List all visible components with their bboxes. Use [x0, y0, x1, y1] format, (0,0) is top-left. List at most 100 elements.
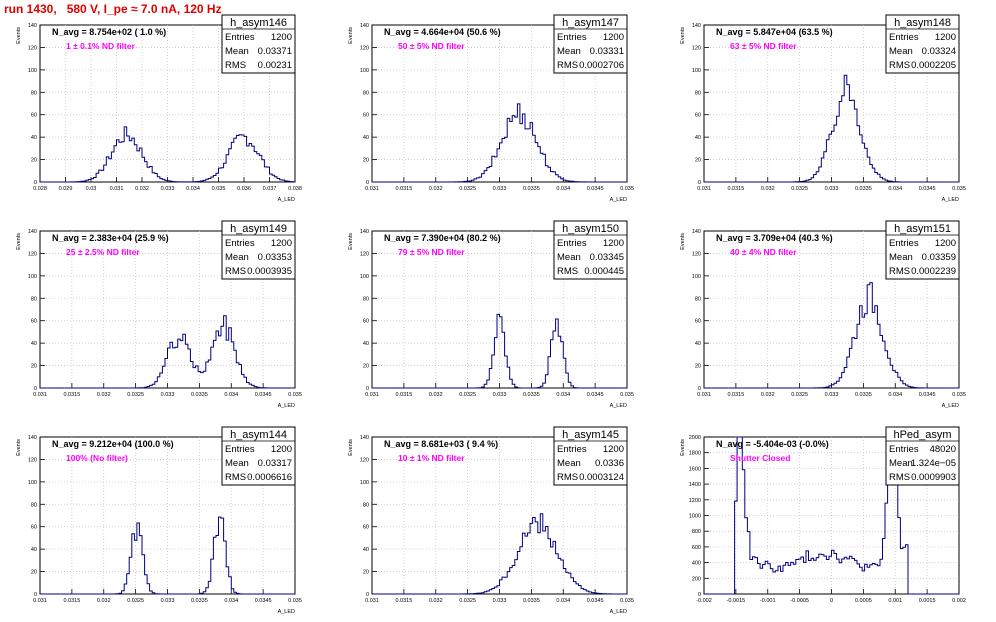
y-tick-label: 20 — [31, 364, 37, 370]
x-tick-label: 0.035 — [212, 186, 226, 192]
y-tick-label: 140 — [692, 229, 701, 235]
stats-value: 0.03345 — [590, 252, 624, 263]
histogram-line — [372, 513, 627, 595]
stats-key: Mean — [889, 458, 913, 469]
y-tick-label: 40 — [363, 135, 369, 141]
filter-label: 25 ± 2.5% ND filter — [66, 247, 140, 257]
x-tick-label: 0.032 — [761, 392, 775, 398]
x-tick-label: 0.031 — [365, 392, 379, 398]
histogram-line — [704, 282, 959, 389]
stats-box: h_asym150 Entries 1200 Mean 0.03345 RMS 0.0004… — [553, 220, 628, 280]
histogram-panel-h_asym151: 0.031 0.0315 0.032 0.0325 0.033 0.0335 0.034 0.… — [680, 220, 966, 409]
x-tick-label: 0.002 — [952, 598, 966, 604]
x-tick-label: 0 — [830, 598, 833, 604]
filter-label: 1 ± 0.1% ND filter — [66, 41, 136, 51]
x-tick-label: 0.0335 — [523, 186, 540, 192]
y-tick-label: 120 — [28, 251, 37, 257]
y-tick-label: 100 — [28, 274, 37, 280]
stats-key: Entries — [557, 32, 587, 43]
histogram-line — [40, 126, 296, 183]
y-tick-label: 40 — [695, 341, 701, 347]
y-tick-label: 2000 — [689, 435, 701, 441]
x-tick-label: 0.0325 — [459, 186, 476, 192]
y-tick-label: 120 — [28, 457, 37, 463]
stats-value: 0.0002239 — [911, 266, 956, 277]
x-tick-label: 0.0335 — [523, 392, 540, 398]
x-axis-label: A_LED — [610, 197, 627, 203]
stats-key: Mean — [225, 46, 249, 57]
stats-value: 0.03331 — [590, 46, 624, 57]
x-tick-label: 0.031 — [365, 186, 379, 192]
stats-value: 0.0002706 — [579, 60, 624, 71]
histogram-line — [372, 313, 627, 389]
y-tick-label: 140 — [28, 229, 37, 235]
x-tick-label: 0.032 — [429, 392, 443, 398]
x-tick-label: 0.0325 — [791, 186, 808, 192]
y-tick-label: 80 — [363, 90, 369, 96]
y-tick-label: 80 — [695, 296, 701, 302]
y-tick-label: 120 — [360, 45, 369, 51]
y-axis-label: Events — [16, 27, 22, 44]
filter-label: 40 ± 4% ND filter — [730, 247, 797, 257]
y-tick-label: 0 — [366, 592, 369, 598]
y-tick-label: 140 — [692, 23, 701, 29]
y-axis-label: Events — [348, 439, 354, 456]
stats-box: h_asym151 Entries 1200 Mean 0.03359 RMS 0.0002… — [885, 220, 960, 280]
x-tick-label: 0.034 — [888, 186, 902, 192]
x-tick-label: 0.031 — [365, 598, 379, 604]
x-tick-label: 0.0315 — [395, 392, 412, 398]
stats-key: Entries — [225, 238, 255, 249]
y-tick-label: 60 — [31, 113, 37, 119]
histogram-line — [40, 516, 295, 595]
y-tick-label: 80 — [31, 296, 37, 302]
stats-key: Mean — [557, 252, 581, 263]
x-tick-label: 0.034 — [556, 392, 570, 398]
y-tick-label: 40 — [31, 547, 37, 553]
y-tick-label: 60 — [363, 113, 369, 119]
x-tick-label: 0.0345 — [919, 392, 936, 398]
y-tick-label: 0 — [34, 386, 37, 392]
histogram-panel-hPed_asym: -0.002 -0.0015 -0.001 -0.0005 0 0.0005 0.001 0.… — [680, 426, 966, 604]
x-tick-label: 0.038 — [288, 186, 302, 192]
navg-label: N_avg = 5.847e+04 (63.5 %) — [716, 27, 833, 37]
y-tick-label: 1600 — [689, 466, 701, 472]
x-tick-label: 0.0335 — [191, 598, 208, 604]
x-tick-label: 0.031 — [33, 392, 47, 398]
stats-value: 1200 — [271, 32, 292, 43]
stats-key: Mean — [225, 252, 249, 263]
histogram-name: hPed_asym — [893, 429, 951, 441]
navg-label: N_avg = 7.390e+04 (80.2 %) — [384, 233, 501, 243]
x-tick-label: 0.0345 — [587, 186, 604, 192]
x-tick-label: 0.0315 — [727, 392, 744, 398]
y-tick-label: 100 — [28, 480, 37, 486]
x-axis-label: A_LED — [610, 403, 627, 409]
x-tick-label: 0.0325 — [127, 598, 144, 604]
navg-label: N_avg = 8.754e+02 ( 1.0 %) — [52, 27, 166, 37]
x-tick-label: 0.035 — [952, 392, 966, 398]
x-tick-label: 0.0335 — [191, 392, 208, 398]
y-axis-label: Events — [348, 27, 354, 44]
stats-key: Entries — [557, 444, 587, 455]
y-tick-label: 20 — [363, 364, 369, 370]
stats-value: 0.03324 — [922, 46, 956, 57]
stats-key: Mean — [889, 46, 913, 57]
stats-key: Mean — [889, 252, 913, 263]
stats-value: 1.324e−05 — [911, 458, 956, 469]
x-tick-label: 0.0335 — [855, 186, 872, 192]
navg-label: N_avg = 3.709e+04 (40.3 %) — [716, 233, 833, 243]
y-tick-label: 800 — [692, 529, 701, 535]
y-tick-label: 100 — [360, 274, 369, 280]
y-tick-label: 40 — [31, 341, 37, 347]
x-tick-label: 0.034 — [888, 392, 902, 398]
stats-box: h_asym145 Entries 1200 Mean 0.0336 RMS 0.00031… — [553, 426, 628, 486]
stats-box: h_asym148 Entries 1200 Mean 0.03324 RMS 0.0002… — [885, 14, 960, 74]
histogram-line — [372, 103, 627, 183]
y-tick-label: 40 — [695, 135, 701, 141]
y-tick-label: 60 — [363, 319, 369, 325]
stats-value: 48020 — [930, 444, 956, 455]
x-tick-label: -0.0015 — [727, 598, 746, 604]
stats-key: RMS — [557, 472, 578, 483]
x-tick-label: 0.033 — [161, 392, 175, 398]
y-tick-label: 40 — [31, 135, 37, 141]
stats-value: 0.0003935 — [247, 266, 292, 277]
